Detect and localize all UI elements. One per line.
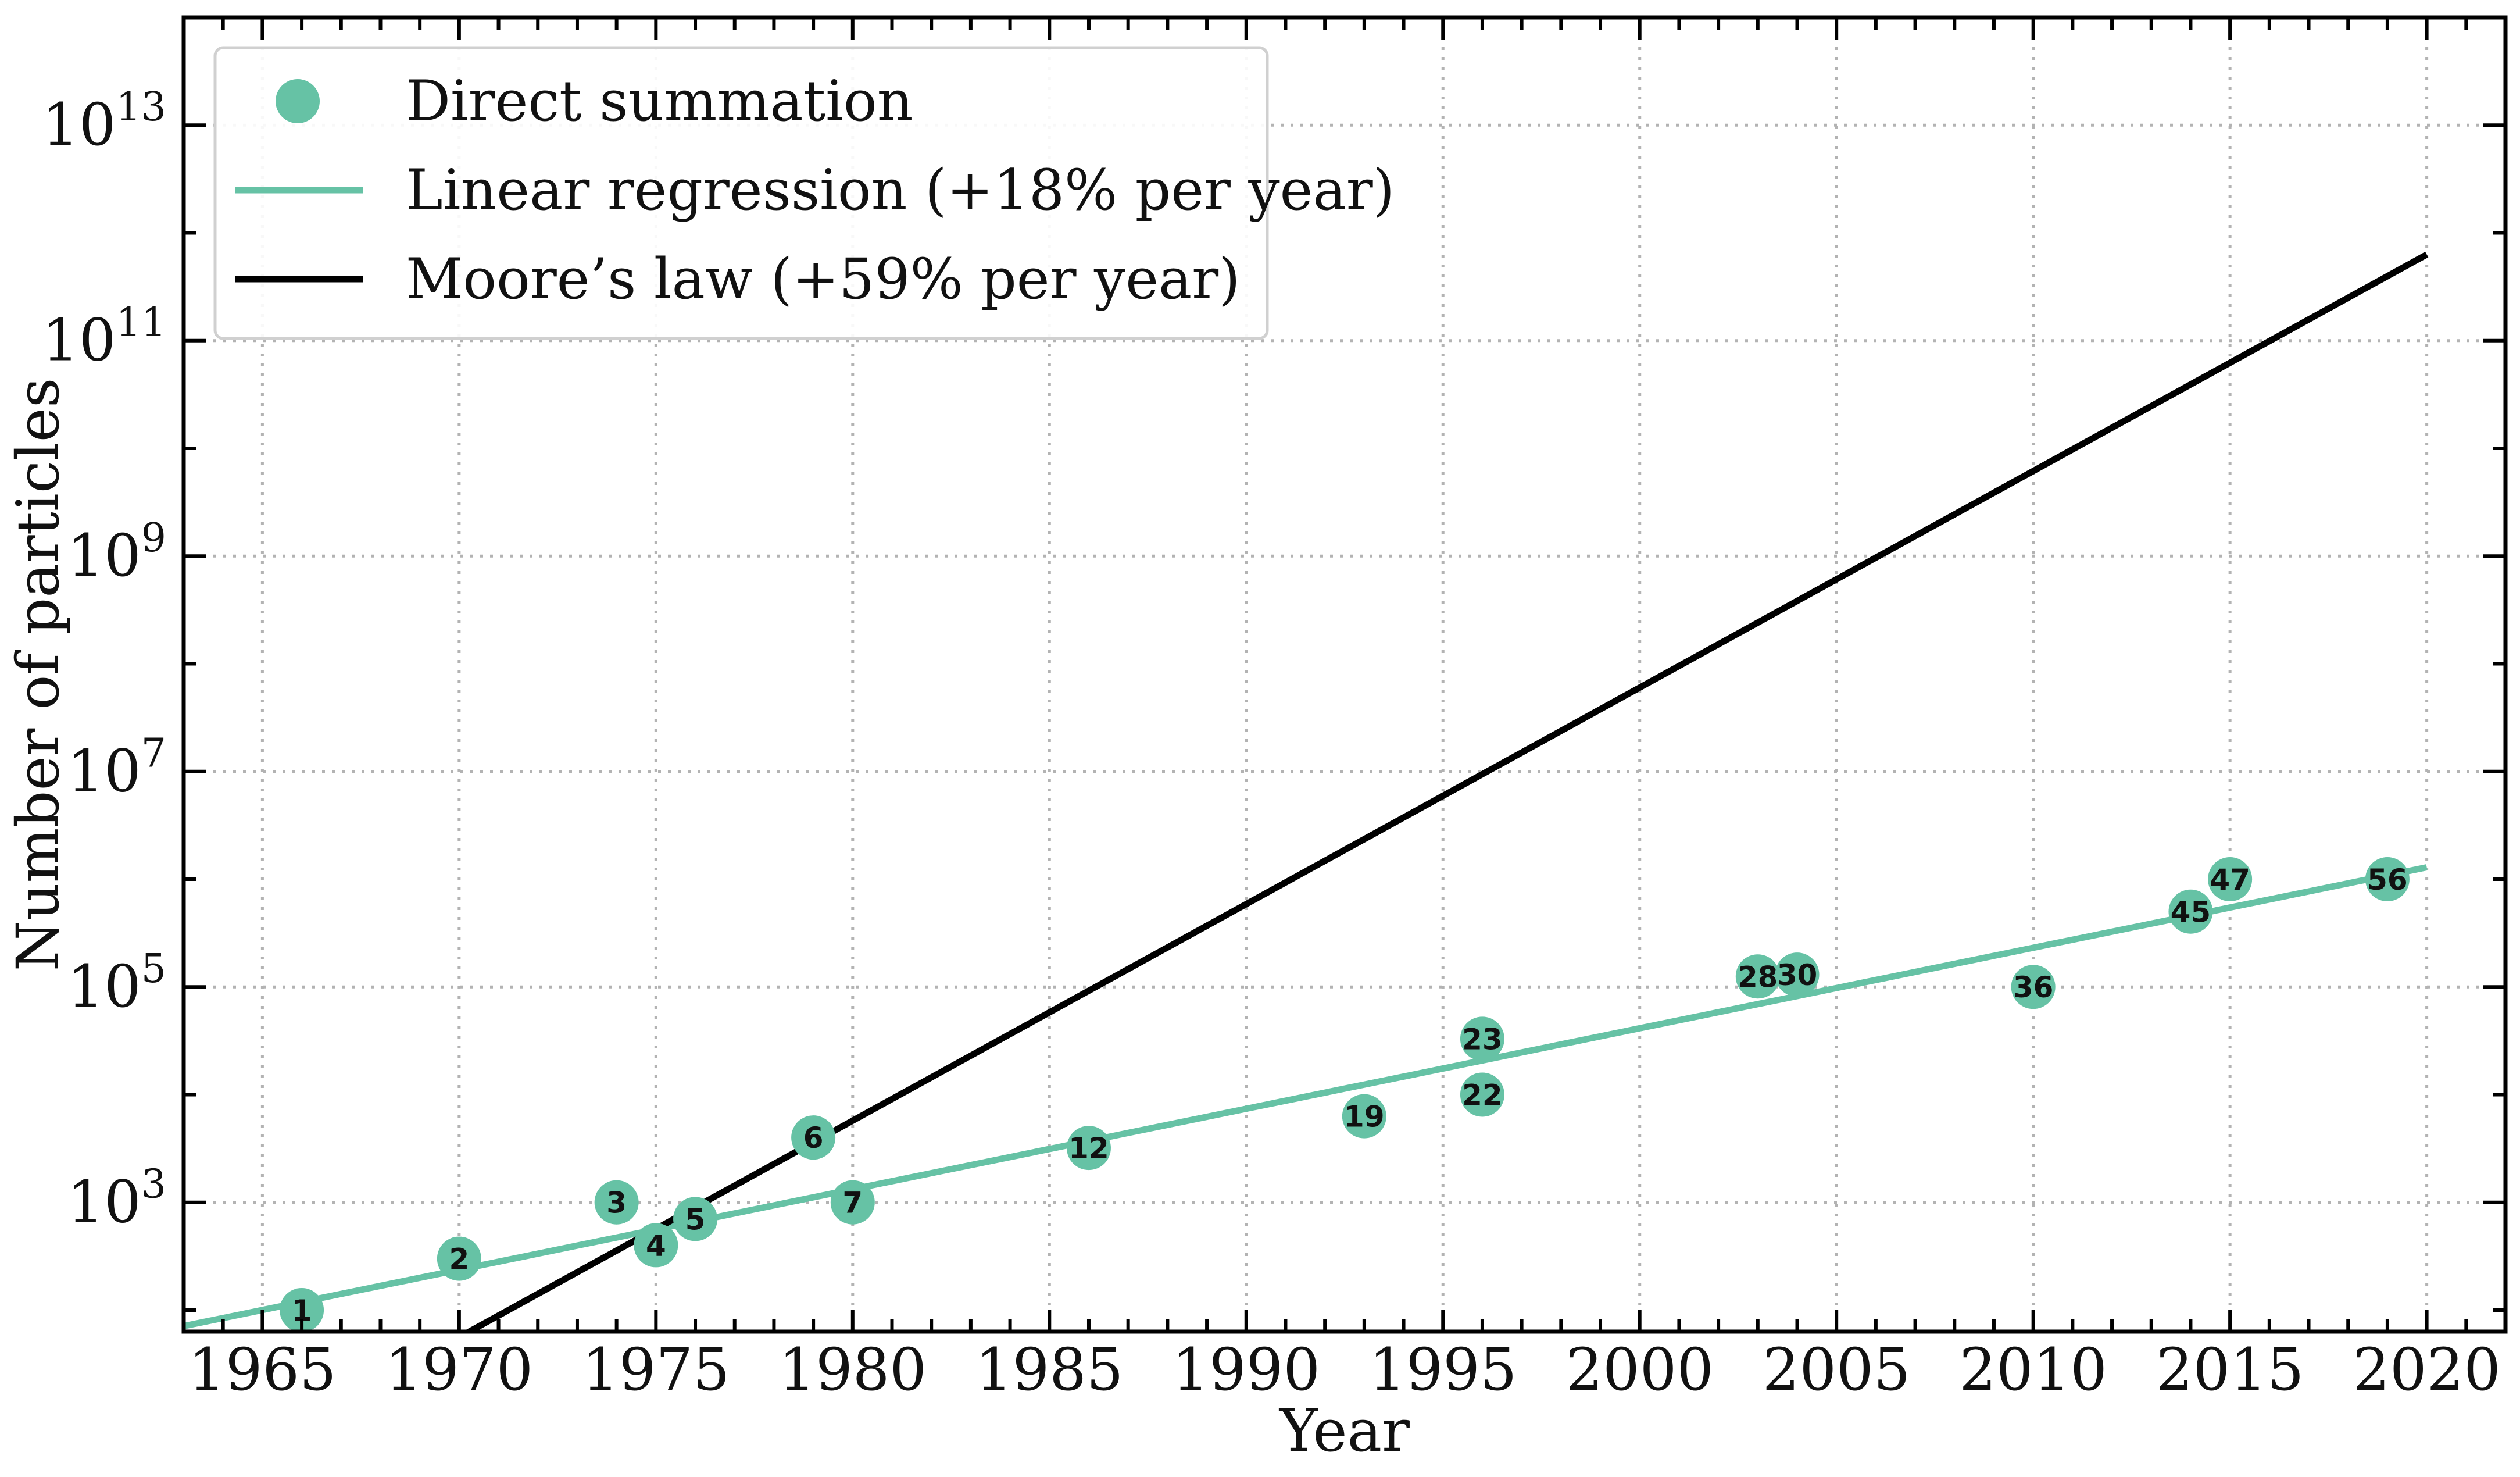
x-tick-label: 1980 <box>779 1336 927 1404</box>
x-tick-label: 2010 <box>1959 1336 2107 1404</box>
axis-layer: 1965 1970 1975 1980 1985 1990 1995 2000 2005 2010… <box>4 15 2508 1465</box>
legend: Direct summation Linear regression (+18% … <box>213 46 1395 340</box>
data-point <box>1460 1016 1504 1061</box>
data-point-label: 47 <box>2210 863 2250 897</box>
data-point <box>1460 1072 1504 1117</box>
data-point-label: 28 <box>1738 960 1778 994</box>
y-tick-exponent: 11 <box>116 300 166 346</box>
data-point <box>2168 889 2213 934</box>
data-point <box>1775 952 1820 997</box>
y-axis-title: Number of particles <box>4 378 72 972</box>
data-point-label: 12 <box>1068 1132 1109 1165</box>
y-tick-label: 1011 <box>42 300 166 374</box>
data-point-label: 5 <box>685 1203 706 1236</box>
x-axis-title: Year <box>1278 1397 1410 1465</box>
data-point <box>2365 857 2410 901</box>
data-point-label: 56 <box>2367 863 2408 897</box>
data-point <box>634 1223 678 1268</box>
data-point-label: 7 <box>842 1186 863 1220</box>
x-tick-label: 2015 <box>2156 1336 2304 1404</box>
x-tick-label: 1985 <box>975 1336 1124 1404</box>
x-tick-label: 1970 <box>385 1336 534 1404</box>
data-point-label: 6 <box>803 1121 824 1155</box>
data-point-label: 2 <box>449 1243 469 1276</box>
data-point-label: 30 <box>1777 958 1818 992</box>
y-tick-label: 1013 <box>42 84 166 159</box>
x-tick-label: 2020 <box>2353 1336 2501 1404</box>
moores-law-line <box>462 251 2429 1332</box>
line-layer <box>184 251 2429 1332</box>
data-point <box>1735 954 1780 999</box>
legend-box <box>213 46 1269 340</box>
data-point <box>791 1115 836 1160</box>
data-point <box>437 1236 481 1281</box>
data-point-label: 3 <box>606 1186 627 1220</box>
y-tick-base: 10 <box>67 952 141 1021</box>
x-tick-label: 2000 <box>1565 1336 1714 1404</box>
legend-label: Moore’s law (+59% per year) <box>406 247 1241 312</box>
data-point-label: 23 <box>1462 1022 1503 1056</box>
data-point <box>1066 1126 1111 1171</box>
y-tick-exponent: 9 <box>141 515 166 561</box>
y-tick-exponent: 7 <box>141 731 166 777</box>
y-tick-label: 107 <box>67 731 166 805</box>
x-tick-label: 1975 <box>582 1336 730 1404</box>
regression-line <box>184 864 2428 1329</box>
y-tick-exponent: 5 <box>141 946 166 992</box>
legend-label: Linear regression (+18% per year) <box>406 158 1395 223</box>
data-point <box>1342 1094 1386 1139</box>
x-tick-label: 1965 <box>188 1336 337 1404</box>
x-tick-label: 2005 <box>1763 1336 1911 1404</box>
y-tick-base: 10 <box>42 91 116 159</box>
y-tick-exponent: 3 <box>141 1162 166 1208</box>
data-point-label: 45 <box>2171 896 2211 929</box>
data-point <box>280 1287 324 1332</box>
data-point <box>673 1197 718 1241</box>
y-tick-base: 10 <box>42 306 116 374</box>
data-point <box>594 1180 639 1225</box>
data-point-label: 22 <box>1462 1078 1503 1112</box>
legend-marker-scatter <box>276 79 320 123</box>
data-point-label: 36 <box>2013 971 2054 1004</box>
legend-label: Direct summation <box>406 69 913 134</box>
y-tick-label: 109 <box>67 515 166 590</box>
y-tick-label: 105 <box>67 946 166 1021</box>
plot-frame <box>181 15 2508 1334</box>
y-tick-base: 10 <box>67 737 141 805</box>
y-tick-exponent: 13 <box>116 84 166 130</box>
x-tick-label: 1995 <box>1369 1336 1517 1404</box>
x-tick-label: 1990 <box>1173 1336 1321 1404</box>
data-point <box>830 1180 875 1225</box>
y-tick-base: 10 <box>67 522 141 590</box>
data-point <box>2011 965 2056 1009</box>
data-point-label: 4 <box>646 1229 666 1262</box>
data-point-label: 19 <box>1344 1100 1385 1134</box>
y-tick-label: 103 <box>67 1162 166 1236</box>
data-point <box>2208 857 2253 901</box>
y-tick-base: 10 <box>67 1168 141 1236</box>
